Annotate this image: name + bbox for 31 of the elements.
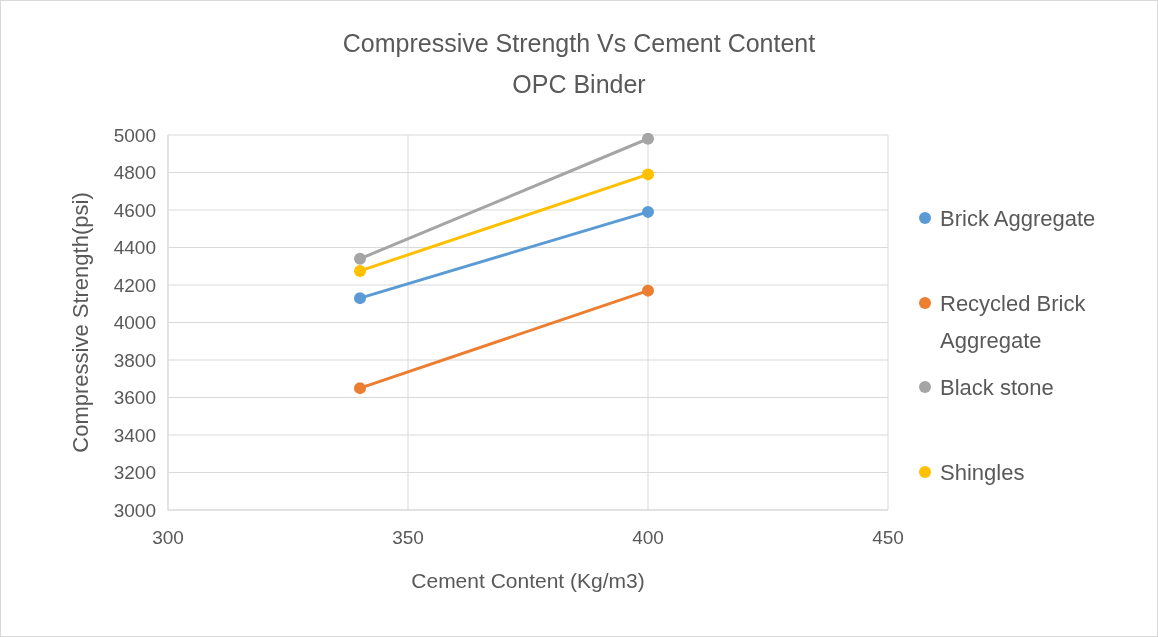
x-tick-label: 450 — [872, 527, 904, 548]
point — [642, 205, 654, 218]
point — [354, 252, 366, 265]
point — [354, 382, 366, 395]
point — [642, 284, 654, 297]
y-tick-label: 4800 — [113, 162, 156, 183]
point — [354, 292, 366, 305]
legend-label: Shingles — [940, 459, 1025, 485]
y-tick-label: 3600 — [113, 387, 156, 408]
y-tick-label: 4600 — [113, 199, 156, 221]
chart-title: Compressive Strength Vs Cement Content — [342, 29, 816, 57]
y-tick-label: 3400 — [113, 424, 156, 446]
x-tick-label: 300 — [152, 527, 184, 548]
y-tick-label: 5000 — [113, 124, 156, 146]
y-tick-label: 4400 — [113, 237, 156, 258]
x-tick-label: 350 — [392, 527, 424, 548]
y-tick-label: 4200 — [113, 274, 156, 296]
point — [642, 132, 654, 145]
x-tick-label: 400 — [632, 527, 664, 548]
y-tick-label: 3800 — [113, 349, 156, 371]
x-axis-title: Cement Content (Kg/m3) — [411, 569, 645, 592]
legend-label: Black stone — [940, 374, 1054, 400]
legend-label: Brick Aggregate — [940, 205, 1096, 231]
point — [642, 168, 654, 181]
y-tick-label: 3200 — [113, 462, 156, 483]
chart-subtitle: OPC Binder — [512, 70, 646, 98]
y-tick-label: 4000 — [113, 312, 156, 333]
y-axis-title: Compressive Strength(psi) — [68, 192, 93, 453]
point — [354, 264, 366, 277]
y-tick-label: 3000 — [113, 499, 156, 521]
legend-label: Recycled Brick Aggregate — [940, 290, 1087, 353]
